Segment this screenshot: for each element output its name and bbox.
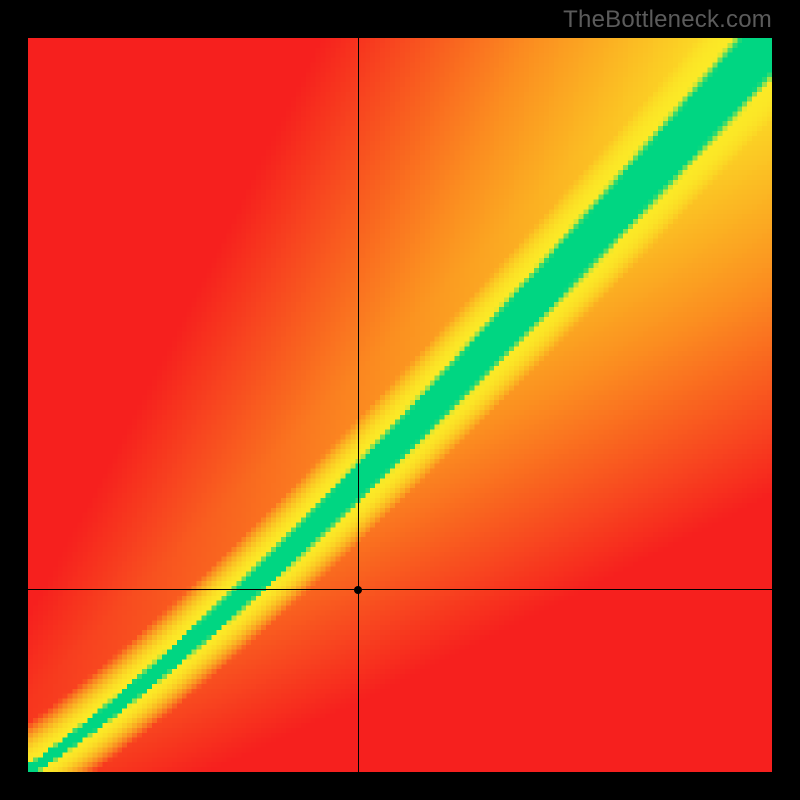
watermark-text: TheBottleneck.com [563, 6, 772, 34]
plot-area [28, 38, 772, 772]
bottleneck-heatmap [28, 38, 772, 772]
crosshair-vertical [358, 38, 359, 772]
figure-root: { "watermark": { "text": "TheBottleneck.… [0, 0, 800, 800]
crosshair-horizontal [28, 589, 772, 590]
